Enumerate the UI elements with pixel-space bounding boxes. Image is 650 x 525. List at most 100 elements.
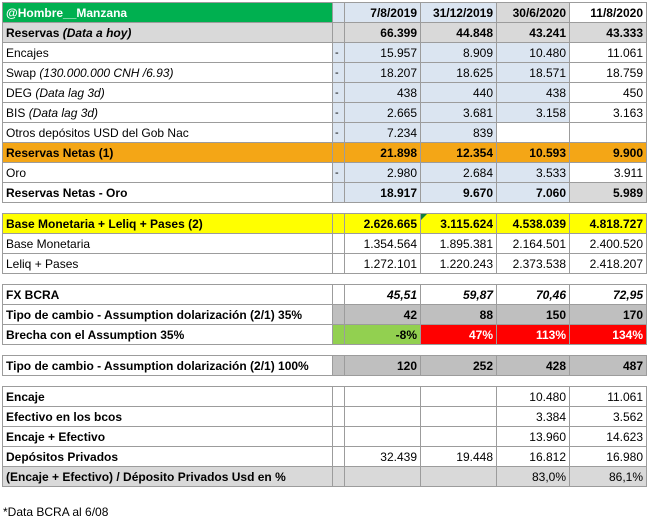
value-cell[interactable]: 7.234 xyxy=(344,122,421,143)
dash-cell[interactable] xyxy=(332,324,345,345)
value-cell[interactable]: 13.960 xyxy=(496,426,570,447)
value-cell[interactable]: 120 xyxy=(344,355,421,376)
value-cell[interactable]: 134% xyxy=(569,324,647,345)
value-cell[interactable]: 15.957 xyxy=(344,42,421,63)
value-cell[interactable] xyxy=(344,426,421,447)
dash-cell[interactable]: - xyxy=(332,162,345,183)
value-cell[interactable]: 2.373.538 xyxy=(496,253,570,274)
value-cell[interactable]: 2.684 xyxy=(420,162,497,183)
row-label[interactable]: Oro xyxy=(2,162,333,183)
value-cell[interactable] xyxy=(344,386,421,407)
row-label[interactable]: Tipo de cambio - Assumption dolarización… xyxy=(2,304,333,325)
value-cell[interactable]: 113% xyxy=(496,324,570,345)
value-cell[interactable] xyxy=(344,466,421,487)
dash-cell[interactable]: - xyxy=(332,62,345,83)
value-cell[interactable]: 16.812 xyxy=(496,446,570,467)
value-cell[interactable]: 42 xyxy=(344,304,421,325)
row-label[interactable]: Efectivo en los bcos xyxy=(2,406,333,427)
value-cell[interactable]: 19.448 xyxy=(420,446,497,467)
value-cell[interactable]: 1.272.101 xyxy=(344,253,421,274)
row-label[interactable]: DEG (Data lag 3d) xyxy=(2,82,333,103)
value-cell[interactable]: 2.626.665 xyxy=(344,213,421,234)
value-cell[interactable]: 3.911 xyxy=(569,162,647,183)
value-cell[interactable]: 170 xyxy=(569,304,647,325)
row-label[interactable]: Encaje xyxy=(2,386,333,407)
value-cell[interactable]: 1.220.243 xyxy=(420,253,497,274)
dash-cell[interactable]: - xyxy=(332,102,345,123)
value-cell[interactable]: 9.900 xyxy=(569,142,647,163)
value-cell[interactable]: 8.909 xyxy=(420,42,497,63)
dash-cell[interactable]: - xyxy=(332,82,345,103)
date-cell[interactable]: 7/8/2019 xyxy=(344,2,421,23)
value-cell[interactable]: 2.164.501 xyxy=(496,233,570,254)
value-cell[interactable]: 44.848 xyxy=(420,22,497,43)
value-cell[interactable]: 83,0% xyxy=(496,466,570,487)
value-cell[interactable]: 14.623 xyxy=(569,426,647,447)
dash-cell[interactable] xyxy=(332,284,345,305)
value-cell[interactable]: 4.538.039 xyxy=(496,213,570,234)
row-label[interactable]: Swap (130.000.000 CNH /6.93) xyxy=(2,62,333,83)
value-cell[interactable]: 3.681 xyxy=(420,102,497,123)
value-cell[interactable]: 252 xyxy=(420,355,497,376)
dash-cell[interactable] xyxy=(332,22,345,43)
value-cell[interactable]: 88 xyxy=(420,304,497,325)
row-label[interactable]: Depósitos Privados xyxy=(2,446,333,467)
date-cell[interactable]: 31/12/2019 xyxy=(420,2,497,23)
dash-cell[interactable] xyxy=(332,182,345,203)
value-cell[interactable]: 32.439 xyxy=(344,446,421,467)
row-label[interactable]: FX BCRA xyxy=(2,284,333,305)
value-cell[interactable]: 10.480 xyxy=(496,386,570,407)
value-cell[interactable]: 2.400.520 xyxy=(569,233,647,254)
value-cell[interactable]: 45,51 xyxy=(344,284,421,305)
value-cell[interactable]: 2.665 xyxy=(344,102,421,123)
value-cell[interactable]: 72,95 xyxy=(569,284,647,305)
dash-cell[interactable] xyxy=(332,426,345,447)
dash-cell[interactable] xyxy=(332,446,345,467)
value-cell[interactable]: 66.399 xyxy=(344,22,421,43)
value-cell[interactable]: 11.061 xyxy=(569,42,647,63)
value-cell[interactable] xyxy=(420,466,497,487)
value-cell[interactable]: 3.384 xyxy=(496,406,570,427)
value-cell[interactable]: 4.818.727 xyxy=(569,213,647,234)
value-cell[interactable]: 3.158 xyxy=(496,102,570,123)
dash-cell[interactable] xyxy=(332,253,345,274)
value-cell[interactable] xyxy=(344,406,421,427)
value-cell[interactable]: 3.115.624 xyxy=(420,213,497,234)
dash-cell[interactable] xyxy=(332,355,345,376)
row-label[interactable]: Tipo de cambio - Assumption dolarización… xyxy=(2,355,333,376)
value-cell[interactable]: 487 xyxy=(569,355,647,376)
value-cell[interactable]: 10.593 xyxy=(496,142,570,163)
value-cell[interactable] xyxy=(420,386,497,407)
value-cell[interactable]: 2.418.207 xyxy=(569,253,647,274)
row-label[interactable]: BIS (Data lag 3d) xyxy=(2,102,333,123)
value-cell[interactable]: 18.625 xyxy=(420,62,497,83)
value-cell[interactable]: 43.333 xyxy=(569,22,647,43)
value-cell[interactable]: 16.980 xyxy=(569,446,647,467)
dash-cell[interactable]: - xyxy=(332,122,345,143)
value-cell[interactable]: 3.533 xyxy=(496,162,570,183)
row-label[interactable]: Encaje + Efectivo xyxy=(2,426,333,447)
row-label[interactable]: Base Monetaria + Leliq + Pases (2) xyxy=(2,213,333,234)
value-cell[interactable]: 86,1% xyxy=(569,466,647,487)
value-cell[interactable] xyxy=(569,122,647,143)
value-cell[interactable]: 839 xyxy=(420,122,497,143)
row-label[interactable]: (Encaje + Efectivo) / Déposito Privados … xyxy=(2,466,333,487)
dash-cell[interactable] xyxy=(332,142,345,163)
row-label[interactable]: Reservas (Data a hoy) xyxy=(2,22,333,43)
value-cell[interactable] xyxy=(420,406,497,427)
dash-cell[interactable]: - xyxy=(332,42,345,63)
value-cell[interactable]: 9.670 xyxy=(420,182,497,203)
dash-cell[interactable] xyxy=(332,406,345,427)
value-cell[interactable]: 3.562 xyxy=(569,406,647,427)
value-cell[interactable]: 1.895.381 xyxy=(420,233,497,254)
value-cell[interactable]: 150 xyxy=(496,304,570,325)
value-cell[interactable]: 428 xyxy=(496,355,570,376)
value-cell[interactable] xyxy=(496,122,570,143)
value-cell[interactable]: 1.354.564 xyxy=(344,233,421,254)
value-cell[interactable]: 21.898 xyxy=(344,142,421,163)
value-cell[interactable]: 440 xyxy=(420,82,497,103)
row-label[interactable]: Reservas Netas - Oro xyxy=(2,182,333,203)
value-cell[interactable]: 12.354 xyxy=(420,142,497,163)
value-cell[interactable]: 3.163 xyxy=(569,102,647,123)
value-cell[interactable]: 18.759 xyxy=(569,62,647,83)
